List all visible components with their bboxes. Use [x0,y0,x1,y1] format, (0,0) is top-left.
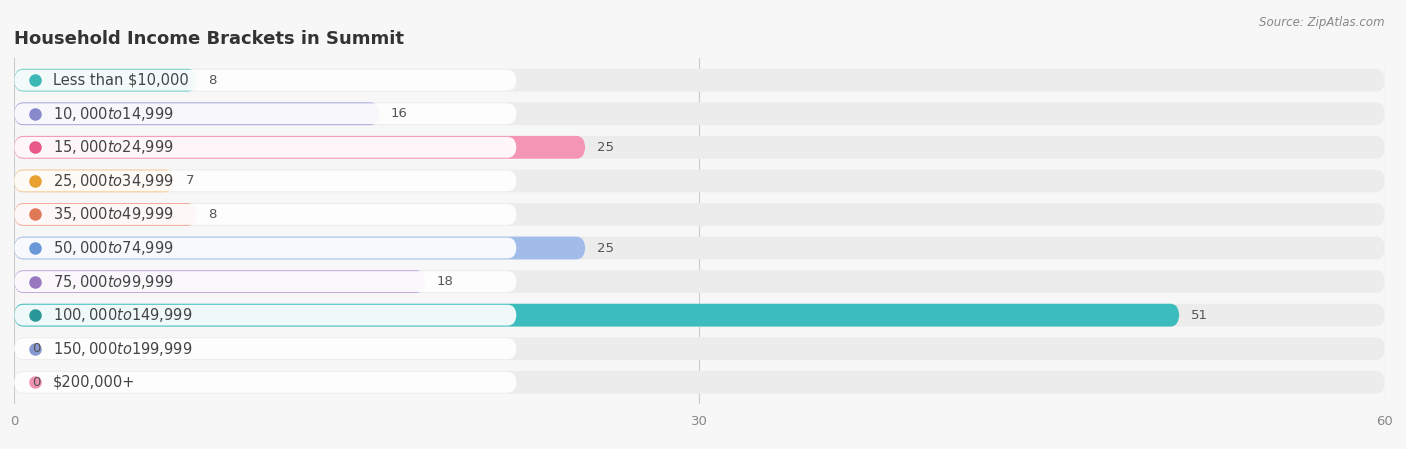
Text: $75,000 to $99,999: $75,000 to $99,999 [53,273,174,291]
FancyBboxPatch shape [14,237,1385,260]
FancyBboxPatch shape [14,372,517,393]
FancyBboxPatch shape [14,102,380,125]
FancyBboxPatch shape [14,371,1385,394]
Text: Source: ZipAtlas.com: Source: ZipAtlas.com [1260,16,1385,29]
FancyBboxPatch shape [14,169,174,192]
Text: $15,000 to $24,999: $15,000 to $24,999 [53,138,174,156]
Text: 25: 25 [596,242,613,255]
Text: 16: 16 [391,107,408,120]
Text: 18: 18 [437,275,454,288]
FancyBboxPatch shape [14,304,1385,326]
Text: 25: 25 [596,141,613,154]
FancyBboxPatch shape [14,137,517,158]
FancyBboxPatch shape [14,171,517,191]
Text: Household Income Brackets in Summit: Household Income Brackets in Summit [14,31,404,48]
FancyBboxPatch shape [14,271,517,292]
FancyBboxPatch shape [14,237,585,260]
Text: $35,000 to $49,999: $35,000 to $49,999 [53,206,174,224]
FancyBboxPatch shape [14,103,517,124]
FancyBboxPatch shape [14,270,1385,293]
FancyBboxPatch shape [14,69,197,92]
FancyBboxPatch shape [14,204,517,225]
Text: Less than $10,000: Less than $10,000 [53,73,188,88]
FancyBboxPatch shape [14,305,517,326]
FancyBboxPatch shape [14,136,585,159]
FancyBboxPatch shape [14,270,426,293]
FancyBboxPatch shape [14,203,1385,226]
Text: 8: 8 [208,74,217,87]
Text: $10,000 to $14,999: $10,000 to $14,999 [53,105,174,123]
FancyBboxPatch shape [14,337,1385,360]
Text: 7: 7 [186,174,194,187]
Text: $200,000+: $200,000+ [53,375,135,390]
FancyBboxPatch shape [14,238,517,259]
Text: $150,000 to $199,999: $150,000 to $199,999 [53,340,193,358]
Text: 0: 0 [32,342,41,355]
Text: $100,000 to $149,999: $100,000 to $149,999 [53,306,193,324]
FancyBboxPatch shape [14,304,1180,326]
Text: 8: 8 [208,208,217,221]
Text: 0: 0 [32,376,41,389]
FancyBboxPatch shape [14,136,1385,159]
Text: 51: 51 [1191,308,1208,321]
Text: $25,000 to $34,999: $25,000 to $34,999 [53,172,174,190]
FancyBboxPatch shape [14,102,1385,125]
FancyBboxPatch shape [14,338,517,359]
FancyBboxPatch shape [14,203,197,226]
FancyBboxPatch shape [14,70,517,91]
FancyBboxPatch shape [14,169,1385,192]
Text: $50,000 to $74,999: $50,000 to $74,999 [53,239,174,257]
FancyBboxPatch shape [14,69,1385,92]
